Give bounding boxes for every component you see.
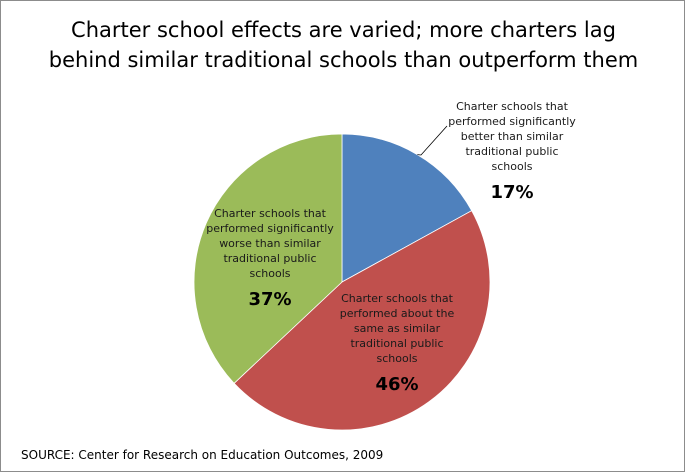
slice-labels: Charter schools that performed significan… bbox=[206, 100, 576, 395]
slice-label-worse: Charter schools that performed significan… bbox=[206, 207, 334, 280]
slice-label-better: Charter schools that performed significan… bbox=[448, 100, 576, 173]
slice-value-same: 46% bbox=[375, 374, 418, 395]
pie-slice-worse bbox=[193, 133, 343, 384]
pie-slice-better bbox=[341, 133, 473, 283]
chart-title: Charter school effects are varied; more … bbox=[48, 18, 639, 72]
pie-slice-same bbox=[233, 210, 491, 431]
leader-lines bbox=[417, 125, 448, 156]
source-note: SOURCE: Center for Research on Education… bbox=[21, 448, 384, 462]
leader-line-better bbox=[417, 125, 448, 156]
pie-slices bbox=[193, 133, 491, 431]
slice-value-better: 17% bbox=[490, 182, 533, 203]
slice-label-same: Charter schools that performed about the s… bbox=[340, 292, 455, 365]
slice-value-worse: 37% bbox=[248, 289, 291, 310]
